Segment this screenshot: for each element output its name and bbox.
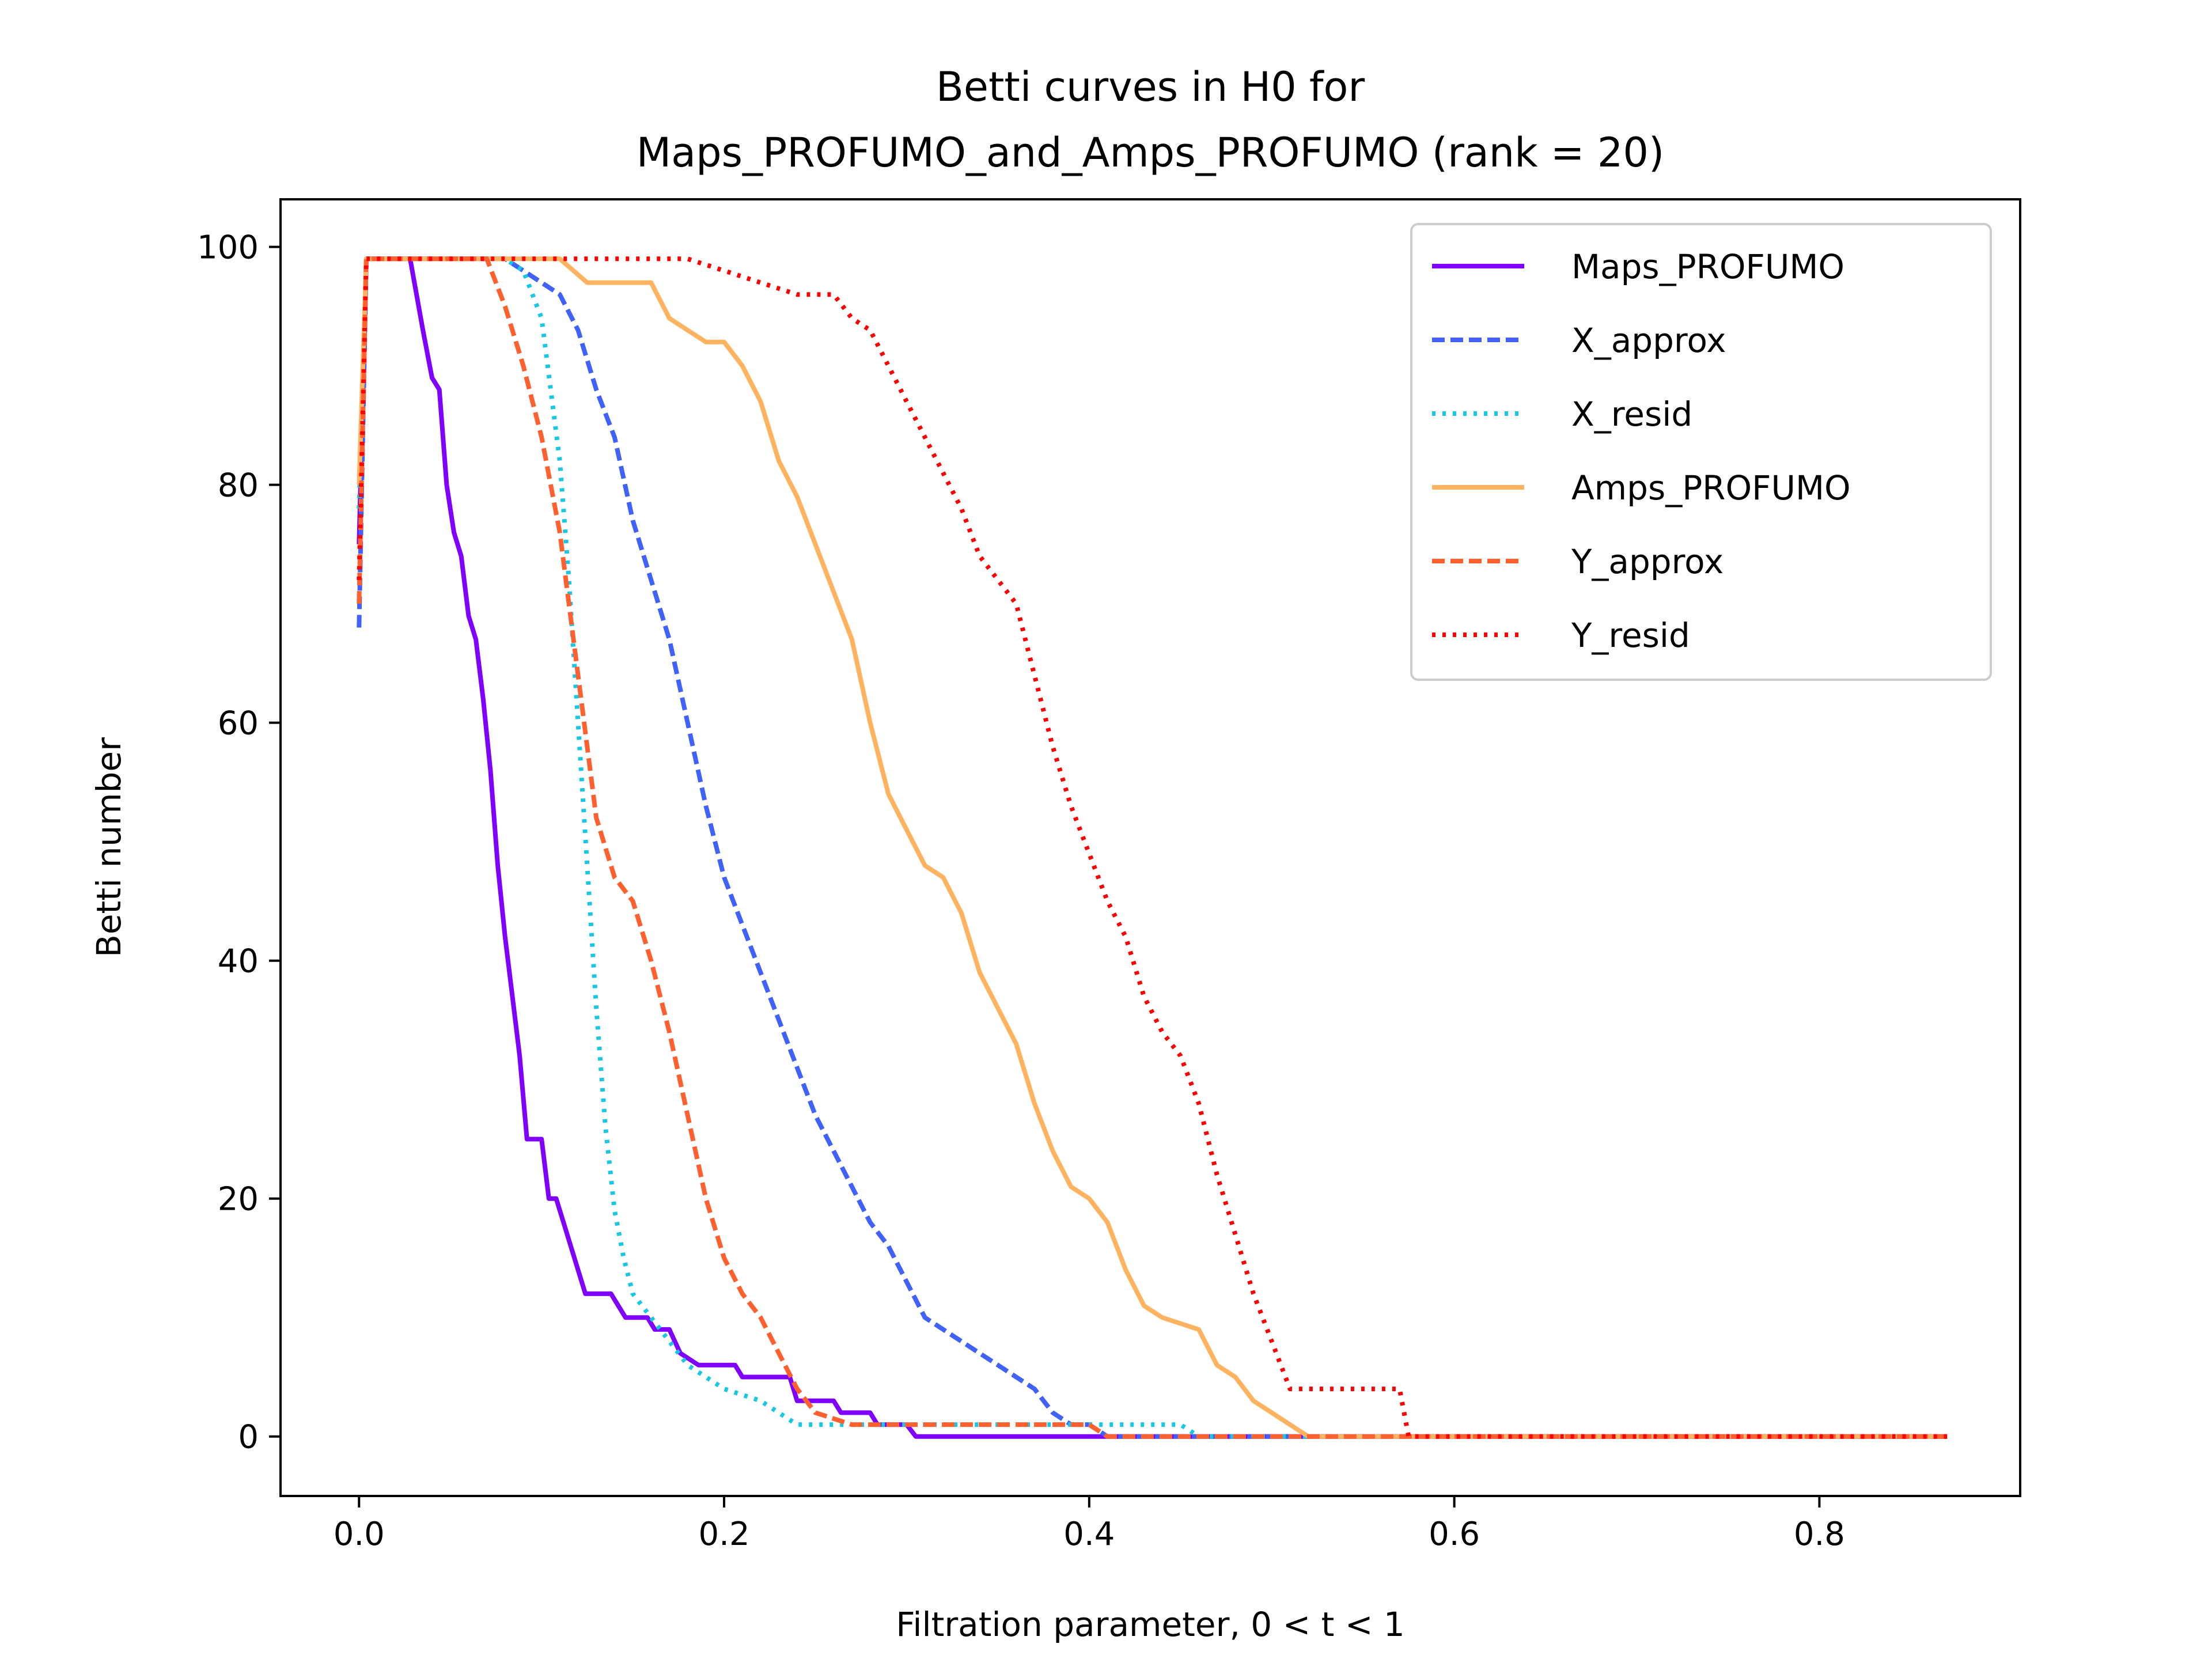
series-line-x-approx xyxy=(357,256,1948,1439)
y-tick-label: 40 xyxy=(218,943,259,980)
y-tick-label: 60 xyxy=(218,705,259,743)
plot-frame xyxy=(279,198,2021,1497)
legend: Maps_PROFUMO X_approx X_resid Amps_PROFUMO Y… xyxy=(1410,223,1992,681)
chart-title-line-2: Maps_PROFUMO_and_Amps_PROFUMO (rank = 20… xyxy=(637,129,1664,176)
series-layer xyxy=(357,256,1948,1439)
x-axis-label: Filtration parameter, 0 < t < 1 xyxy=(896,1605,1405,1644)
y-tick-label: 20 xyxy=(218,1181,259,1218)
series-line-amps-profumo xyxy=(357,256,1948,1439)
y-axis-label: Betti number xyxy=(89,737,128,957)
series-line-y-resid xyxy=(357,256,1948,1439)
x-tick-label: 0.0 xyxy=(334,1516,385,1553)
y-tick-label: 80 xyxy=(218,467,259,505)
series-line-y-approx xyxy=(357,256,1948,1439)
series-line-maps-profumo xyxy=(357,256,1948,1439)
legend-label: Y_approx xyxy=(1571,542,1724,581)
chart-title-line-1: Betti curves in H0 for xyxy=(936,63,1365,111)
x-tick-label: 0.8 xyxy=(1794,1516,1845,1553)
y-axis: 0 20 40 60 80 100 xyxy=(197,229,281,1456)
legend-label: X_resid xyxy=(1571,395,1692,434)
legend-label: X_approx xyxy=(1571,321,1726,360)
x-axis: 0.0 0.2 0.4 0.6 0.8 xyxy=(334,1496,1845,1553)
legend-label: Maps_PROFUMO xyxy=(1571,247,1844,286)
x-tick-label: 0.6 xyxy=(1429,1516,1480,1553)
y-tick-label: 0 xyxy=(238,1419,259,1456)
y-tick-label: 100 xyxy=(197,229,259,267)
legend-box xyxy=(1410,223,1992,681)
series-line-x-resid xyxy=(357,256,1948,1439)
legend-label: Amps_PROFUMO xyxy=(1571,468,1851,507)
x-tick-label: 0.4 xyxy=(1063,1516,1115,1553)
x-tick-label: 0.2 xyxy=(699,1516,750,1553)
legend-label: Y_resid xyxy=(1571,616,1690,655)
